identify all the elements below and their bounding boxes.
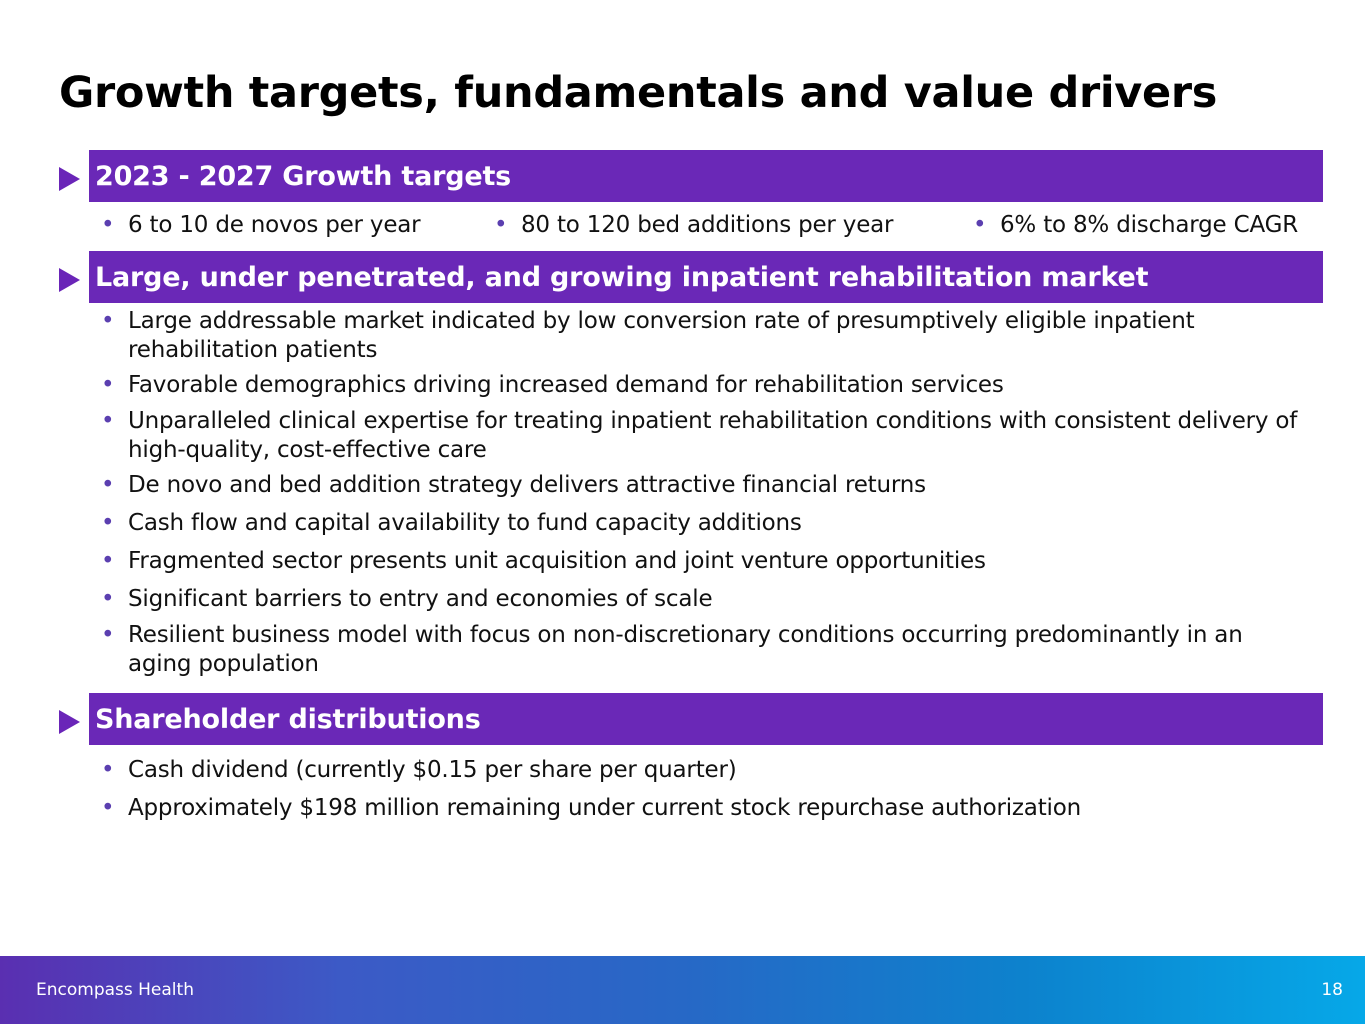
page-number: 18 [1321,980,1343,1000]
list-item: Approximately $198 million remaining und… [101,794,1311,823]
footer-bar: Encompass Health 18 [0,956,1365,1024]
list-item: Cash flow and capital availability to fu… [101,509,1311,538]
list-item: 6 to 10 de novos per year [101,211,421,240]
list-item: Resilient business model with focus on n… [101,621,1311,679]
list-item: Unparalleled clinical expertise for trea… [101,407,1311,465]
play-arrow-icon [59,710,80,734]
list-item: De novo and bed addition strategy delive… [101,471,1311,500]
section-header-shareholder-distributions: Shareholder distributions [89,693,1323,745]
section-header-growth-targets: 2023 - 2027 Growth targets [89,150,1323,202]
list-item: 6% to 8% discharge CAGR [973,211,1298,240]
list-item: Favorable demographics driving increased… [101,371,1311,400]
list-item: Significant barriers to entry and econom… [101,585,1311,614]
list-item: Fragmented sector presents unit acquisit… [101,547,1311,576]
section-header-market: Large, under penetrated, and growing inp… [89,251,1323,303]
list-item: Cash dividend (currently $0.15 per share… [101,756,1311,785]
list-item: 80 to 120 bed additions per year [494,211,894,240]
slide-title: Growth targets, fundamentals and value d… [59,68,1218,118]
footer-brand-name: Encompass Health [36,980,194,1000]
play-arrow-icon [59,167,80,191]
list-item: Large addressable market indicated by lo… [101,307,1311,365]
play-arrow-icon [59,268,80,292]
